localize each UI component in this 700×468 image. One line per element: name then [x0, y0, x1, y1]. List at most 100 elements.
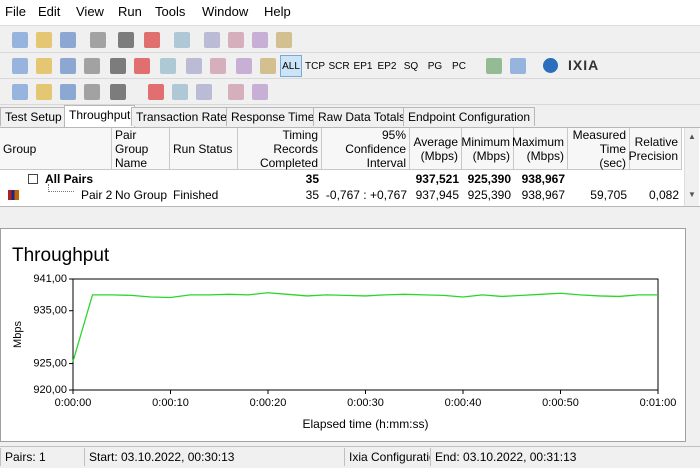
toolbar-button[interactable] [110, 58, 126, 74]
column-header[interactable]: Average (Mbps) [410, 128, 462, 170]
x-tick-label: 0:00:40 [445, 397, 482, 409]
table-cell: 937,945 [415, 188, 459, 202]
scroll-down[interactable]: ▼ [688, 190, 696, 199]
toolbar-button[interactable] [60, 84, 76, 100]
column-header[interactable]: Measured Time (sec) [568, 128, 630, 170]
column-header[interactable]: Relative Precision [629, 128, 682, 170]
toolbar-button[interactable] [228, 84, 244, 100]
menu-item[interactable]: Run [118, 4, 142, 19]
toolbar-button[interactable] [148, 84, 164, 100]
toolbar-button[interactable] [60, 32, 76, 48]
menu-item[interactable]: Edit [38, 4, 61, 19]
chart: Throughput 920,00 925,00 935,00 941,00 0:00:0… [12, 245, 676, 431]
menu-bar: File Edit View Run Tools Window Help [0, 0, 700, 26]
toolbar-button[interactable] [36, 32, 52, 48]
tab[interactable]: Response Time [226, 107, 320, 126]
toolbar-button[interactable] [84, 58, 100, 74]
x-tick-label: 0:00:20 [250, 397, 287, 409]
column-header[interactable]: Timing Records Completed [238, 128, 322, 170]
logo: IXIA [568, 57, 600, 73]
tree-expander[interactable] [28, 174, 38, 184]
status-bar: Pairs: 1 Start: 03.10.2022, 00:30:13 Ixia … [0, 446, 700, 468]
menu-item[interactable]: Tools [155, 4, 186, 19]
x-tick-label: 0:00:00 [55, 397, 92, 409]
protocol-button[interactable]: PG [427, 60, 443, 72]
toolbar-button[interactable] [12, 32, 28, 48]
chart-title: Throughput [12, 245, 110, 266]
protocol-button[interactable]: PC [452, 60, 466, 72]
protocol-button[interactable]: SCR [328, 60, 350, 72]
y-tick-label: 941,00 [33, 273, 67, 285]
table-cell: 937,521 [415, 172, 459, 186]
protocol-button[interactable]: ALL [280, 55, 302, 77]
toolbar-button[interactable] [84, 84, 100, 100]
toolbar-button[interactable] [204, 32, 220, 48]
column-header[interactable]: Pair Group Name [112, 128, 170, 170]
header-text: Measured Time (sec) [572, 127, 626, 170]
toolbar-button[interactable] [36, 84, 52, 100]
protocol-button[interactable]: EP1 [353, 60, 373, 72]
column-header[interactable]: Run Status [170, 128, 238, 170]
status-field: End: 03.10.2022, 00:31:13 [430, 448, 700, 466]
toolbar-button[interactable] [12, 58, 28, 74]
header-text: Run Status [173, 141, 233, 156]
table-cell: No Group [115, 188, 168, 202]
x-tick-label: 0:00:50 [542, 397, 579, 409]
x-tick-label: 0:00:10 [152, 397, 189, 409]
column-header[interactable]: Minimum (Mbps) [461, 128, 514, 170]
toolbar-button[interactable] [510, 58, 526, 74]
info-button[interactable] [543, 58, 558, 73]
toolbar-button[interactable] [260, 58, 276, 74]
toolbar-button[interactable] [60, 58, 76, 74]
tab[interactable]: Raw Data Totals [313, 107, 411, 126]
chart-panel: Throughput 920,00 925,00 935,00 941,00 0:00:0… [0, 228, 686, 442]
menu-item[interactable]: Help [264, 4, 291, 19]
header-text: Pair Group Name [115, 127, 149, 170]
table-cell: 938,967 [521, 172, 565, 186]
toolbar-button[interactable] [210, 58, 226, 74]
tree-line [48, 184, 74, 192]
toolbar-button[interactable] [144, 32, 160, 48]
toolbar-button[interactable] [174, 32, 190, 48]
toolbar-button[interactable] [110, 84, 126, 100]
menu-item[interactable]: View [76, 4, 104, 19]
toolbar-button[interactable] [12, 84, 28, 100]
status-field: Pairs: 1 [0, 448, 84, 466]
table-cell: -0,767 : +0,767 [325, 188, 407, 202]
toolbar-button[interactable] [118, 32, 134, 48]
x-axis-label: Elapsed time (h:mm:ss) [302, 417, 428, 431]
tab[interactable]: Transaction Rate [131, 107, 232, 126]
toolbar-button[interactable] [36, 58, 52, 74]
column-header[interactable]: Group [0, 128, 112, 170]
y-tick-label: 920,00 [33, 384, 67, 396]
menu-item[interactable]: Window [202, 4, 249, 19]
scroll-up[interactable]: ▲ [688, 132, 696, 141]
toolbar-button[interactable] [134, 58, 150, 74]
toolbar-button[interactable] [252, 84, 268, 100]
column-header[interactable]: Maximum (Mbps) [512, 128, 568, 170]
toolbar-button[interactable] [90, 32, 106, 48]
toolbar-button[interactable] [276, 32, 292, 48]
toolbar-button[interactable] [186, 58, 202, 74]
header-text: Average (Mbps) [413, 134, 458, 163]
protocol-button[interactable]: SQ [403, 60, 419, 72]
toolbar-button[interactable] [196, 84, 212, 100]
toolbar-button[interactable] [252, 32, 268, 48]
toolbar-button[interactable] [486, 58, 502, 74]
tab[interactable]: Test Setup [0, 107, 67, 126]
toolbar-button[interactable] [228, 32, 244, 48]
menu-item[interactable]: File [5, 4, 26, 19]
column-header[interactable]: 95% Confidence Interval [322, 128, 410, 170]
scrollbar[interactable]: ▲ ▼ [684, 128, 699, 206]
protocol-button[interactable]: TCP [305, 60, 325, 72]
protocol-button[interactable]: EP2 [377, 60, 397, 72]
toolbar-button[interactable] [236, 58, 252, 74]
toolbar: ALL TCP SCR EP1 EP2 SQ PG PC IXIA [0, 53, 700, 79]
tab[interactable]: Endpoint Configuration [403, 107, 536, 126]
toolbar-button[interactable] [172, 84, 188, 100]
tab[interactable]: Throughput [64, 105, 136, 127]
table-cell: 35 [305, 172, 319, 186]
header-text: Timing Records Completed [259, 127, 318, 170]
toolbar-button[interactable] [160, 58, 176, 74]
